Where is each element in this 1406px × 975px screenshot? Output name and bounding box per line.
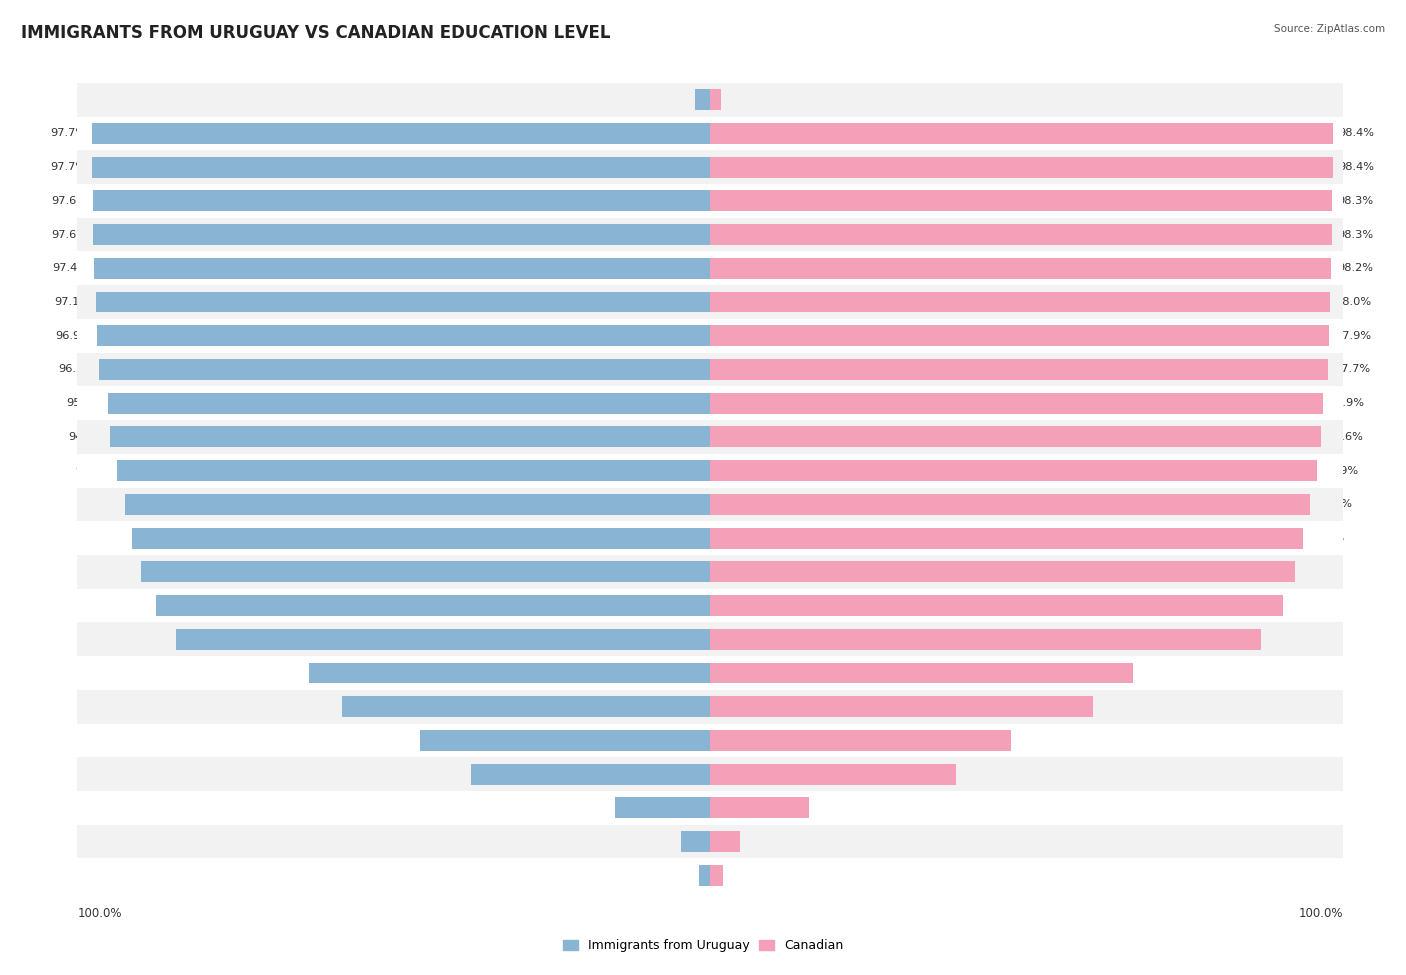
Text: 95.2%: 95.2% (66, 398, 103, 409)
Text: 4.7%: 4.7% (745, 837, 775, 846)
Text: 63.4%: 63.4% (267, 668, 304, 678)
Text: Source: ZipAtlas.com: Source: ZipAtlas.com (1274, 24, 1385, 34)
Text: 5th Grade: 5th Grade (682, 331, 738, 341)
Text: 11th Grade: 11th Grade (678, 533, 742, 543)
Text: 9th Grade: 9th Grade (682, 466, 738, 476)
Legend: Immigrants from Uruguay, Canadian: Immigrants from Uruguay, Canadian (558, 934, 848, 957)
Text: 96.9%: 96.9% (1329, 398, 1365, 409)
Text: 15.0%: 15.0% (574, 802, 610, 813)
Text: 98.4%: 98.4% (1339, 129, 1374, 138)
Text: 7th Grade: 7th Grade (682, 398, 738, 409)
Text: 6th Grade: 6th Grade (682, 365, 738, 374)
Text: 98.2%: 98.2% (1337, 263, 1374, 273)
Text: 98.0%: 98.0% (1336, 297, 1372, 307)
Text: 58.1%: 58.1% (301, 702, 337, 712)
Text: 66.8%: 66.8% (1139, 668, 1174, 678)
Text: Doctorate Degree: Doctorate Degree (659, 871, 761, 880)
Text: Associate's Degree: Associate's Degree (655, 735, 765, 746)
Text: GED/Equivalency: GED/Equivalency (661, 634, 759, 644)
Text: Professional Degree: Professional Degree (654, 837, 766, 846)
Text: No Schooling Completed: No Schooling Completed (640, 95, 780, 104)
Text: 47.5%: 47.5% (1017, 735, 1052, 746)
Text: 12th Grade, No Diploma: 12th Grade, No Diploma (641, 566, 779, 577)
Text: Kindergarten: Kindergarten (673, 162, 747, 173)
Text: 97.7%: 97.7% (51, 129, 86, 138)
Text: 91.3%: 91.3% (90, 533, 127, 543)
Text: 97.6%: 97.6% (51, 196, 87, 206)
Text: IMMIGRANTS FROM URUGUAY VS CANADIAN EDUCATION LEVEL: IMMIGRANTS FROM URUGUAY VS CANADIAN EDUC… (21, 24, 610, 42)
Text: 95.9%: 95.9% (1323, 466, 1358, 476)
Text: 3rd Grade: 3rd Grade (682, 263, 738, 273)
Text: 2.3%: 2.3% (661, 95, 690, 104)
Text: 2nd Grade: 2nd Grade (681, 229, 740, 240)
Text: 97.7%: 97.7% (1334, 365, 1369, 374)
Text: 98.3%: 98.3% (1337, 229, 1374, 240)
Text: 97.6%: 97.6% (51, 229, 87, 240)
Text: 4th Grade: 4th Grade (682, 297, 738, 307)
Text: Master's Degree: Master's Degree (664, 802, 756, 813)
Text: Nursery School: Nursery School (666, 129, 754, 138)
Text: 84.4%: 84.4% (135, 634, 170, 644)
Text: 90.0%: 90.0% (98, 566, 135, 577)
Text: 1.7%: 1.7% (727, 95, 755, 104)
Text: 92.4%: 92.4% (1301, 566, 1336, 577)
Text: 92.5%: 92.5% (83, 499, 120, 509)
Text: 4.6%: 4.6% (647, 837, 675, 846)
Text: 100.0%: 100.0% (77, 907, 122, 919)
Text: 60.6%: 60.6% (1099, 702, 1135, 712)
Text: High School Diploma: High School Diploma (651, 601, 769, 610)
Text: 94.9%: 94.9% (1316, 499, 1353, 509)
Text: 97.4%: 97.4% (52, 263, 89, 273)
Text: 97.1%: 97.1% (53, 297, 90, 307)
Text: 93.7%: 93.7% (1309, 533, 1344, 543)
Text: 96.9%: 96.9% (55, 331, 91, 341)
Text: 90.6%: 90.6% (1289, 601, 1324, 610)
Text: College, 1 year or more: College, 1 year or more (643, 702, 778, 712)
Text: 15.7%: 15.7% (815, 802, 851, 813)
Text: 97.9%: 97.9% (1336, 331, 1371, 341)
Text: 1.7%: 1.7% (665, 871, 693, 880)
Text: 87.1%: 87.1% (1267, 634, 1303, 644)
Text: College, Under 1 year: College, Under 1 year (648, 668, 772, 678)
Text: 37.8%: 37.8% (429, 769, 465, 779)
Text: 2.0%: 2.0% (728, 871, 756, 880)
Text: 98.3%: 98.3% (1337, 196, 1374, 206)
Text: 98.4%: 98.4% (1339, 162, 1374, 173)
Text: 94.8%: 94.8% (69, 432, 104, 442)
Text: 96.6%: 96.6% (1327, 432, 1362, 442)
Text: 1st Grade: 1st Grade (682, 196, 738, 206)
Text: 10th Grade: 10th Grade (678, 499, 742, 509)
Text: 96.5%: 96.5% (58, 365, 94, 374)
Text: 8th Grade: 8th Grade (682, 432, 738, 442)
Text: 38.8%: 38.8% (962, 769, 997, 779)
Text: Bachelor's Degree: Bachelor's Degree (658, 769, 762, 779)
Text: 87.6%: 87.6% (114, 601, 150, 610)
Text: 100.0%: 100.0% (1298, 907, 1343, 919)
Text: 97.7%: 97.7% (51, 162, 86, 173)
Text: 45.8%: 45.8% (378, 735, 415, 746)
Text: 93.8%: 93.8% (75, 466, 111, 476)
